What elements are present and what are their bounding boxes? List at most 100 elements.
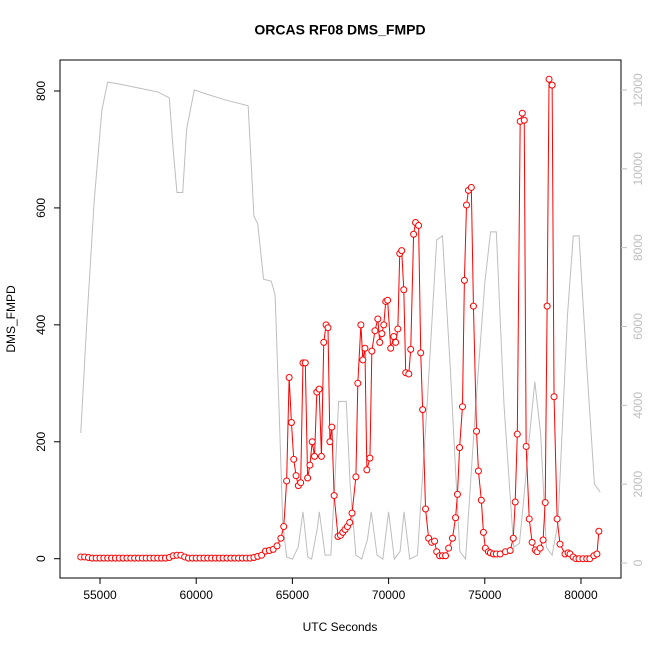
data-point (292, 472, 300, 480)
data-point (410, 230, 418, 238)
data-point (422, 505, 430, 513)
data-point (306, 461, 314, 469)
data-point (595, 527, 603, 535)
data-point (308, 438, 316, 446)
data-point (290, 455, 298, 463)
y2-tick-label: 4000 (631, 392, 645, 419)
data-point (548, 81, 556, 89)
data-point (324, 324, 332, 332)
data-point (442, 552, 450, 560)
data-point (520, 116, 528, 124)
data-point (398, 247, 406, 255)
plot-frame (59, 59, 622, 579)
data-point (506, 547, 514, 555)
data-point (368, 347, 376, 355)
data-point (522, 442, 530, 450)
data-point (541, 499, 549, 507)
data-point (593, 550, 601, 558)
data-point (304, 474, 312, 482)
data-point (417, 349, 425, 357)
data-point (363, 466, 371, 474)
x-tick-label: 70000 (372, 588, 406, 602)
data-point (405, 370, 413, 378)
data-point (301, 359, 309, 367)
data-point (394, 325, 402, 333)
data-point (380, 321, 388, 329)
y-tick-label: 0 (34, 555, 48, 562)
data-point (456, 444, 464, 452)
data-point (528, 538, 536, 546)
data-point (346, 518, 354, 526)
data-point (287, 418, 295, 426)
data-point (392, 338, 400, 346)
data-point (390, 333, 398, 341)
data-point (361, 344, 369, 352)
data-point (328, 423, 336, 431)
x-axis-label: UTC Seconds (303, 620, 378, 634)
data-point (458, 403, 466, 411)
data-point (477, 496, 485, 504)
data-point (511, 498, 519, 506)
data-point (479, 528, 487, 536)
data-point (400, 286, 408, 294)
data-point (473, 427, 481, 435)
y2-tick-label: 6000 (631, 313, 645, 340)
data-point (297, 479, 305, 487)
data-point (513, 430, 521, 438)
y-tick-label: 400 (34, 315, 48, 335)
data-point (448, 534, 456, 542)
data-point (550, 393, 558, 401)
data-point (509, 534, 517, 542)
data-point (352, 473, 360, 481)
data-point (311, 452, 319, 460)
chart-title: ORCAS RF08 DMS_FMPD (254, 22, 425, 38)
data-point (474, 467, 482, 475)
data-point (536, 544, 544, 552)
data-point (378, 330, 386, 338)
x-tick-label: 65000 (276, 588, 310, 602)
data-point (415, 221, 423, 229)
data-point (273, 542, 281, 550)
x-tick-label: 55000 (83, 588, 117, 602)
data-point (277, 534, 285, 542)
data-point (315, 385, 323, 393)
data-point (354, 379, 362, 387)
data-point (467, 183, 475, 191)
data-point (539, 536, 547, 544)
data-point (384, 296, 392, 304)
data-point (285, 373, 293, 381)
data-point (445, 544, 453, 552)
data-point (553, 515, 561, 523)
y2-tick-label: 8000 (631, 234, 645, 261)
data-point (556, 540, 564, 548)
y-tick-label: 800 (34, 81, 48, 101)
data-point (463, 201, 471, 209)
data-point (371, 327, 379, 335)
y2-tick-label: 0 (631, 559, 645, 566)
x-tick-label: 60000 (180, 588, 214, 602)
data-point (376, 338, 384, 346)
data-point (366, 454, 374, 462)
data-point (460, 276, 468, 284)
data-point (453, 490, 461, 498)
data-point (330, 492, 338, 500)
data-point (525, 515, 533, 523)
series-line (80, 81, 601, 561)
data-point (359, 356, 367, 364)
data-point (431, 537, 439, 545)
data-point (283, 477, 291, 485)
data-point (374, 315, 382, 323)
data-point (280, 523, 288, 531)
y-tick-label: 200 (34, 431, 48, 451)
y-tick-label: 600 (34, 198, 48, 218)
x-tick-label: 75000 (468, 588, 502, 602)
data-point (545, 75, 553, 83)
data-point (452, 514, 460, 522)
y2-tick-label: 2000 (631, 471, 645, 498)
series-line (80, 79, 600, 560)
y2-tick-label: 10000 (631, 152, 645, 186)
data-point (543, 302, 551, 310)
x-tick-label: 80000 (564, 588, 598, 602)
y-axis-label: DMS_FMPD (4, 285, 18, 353)
